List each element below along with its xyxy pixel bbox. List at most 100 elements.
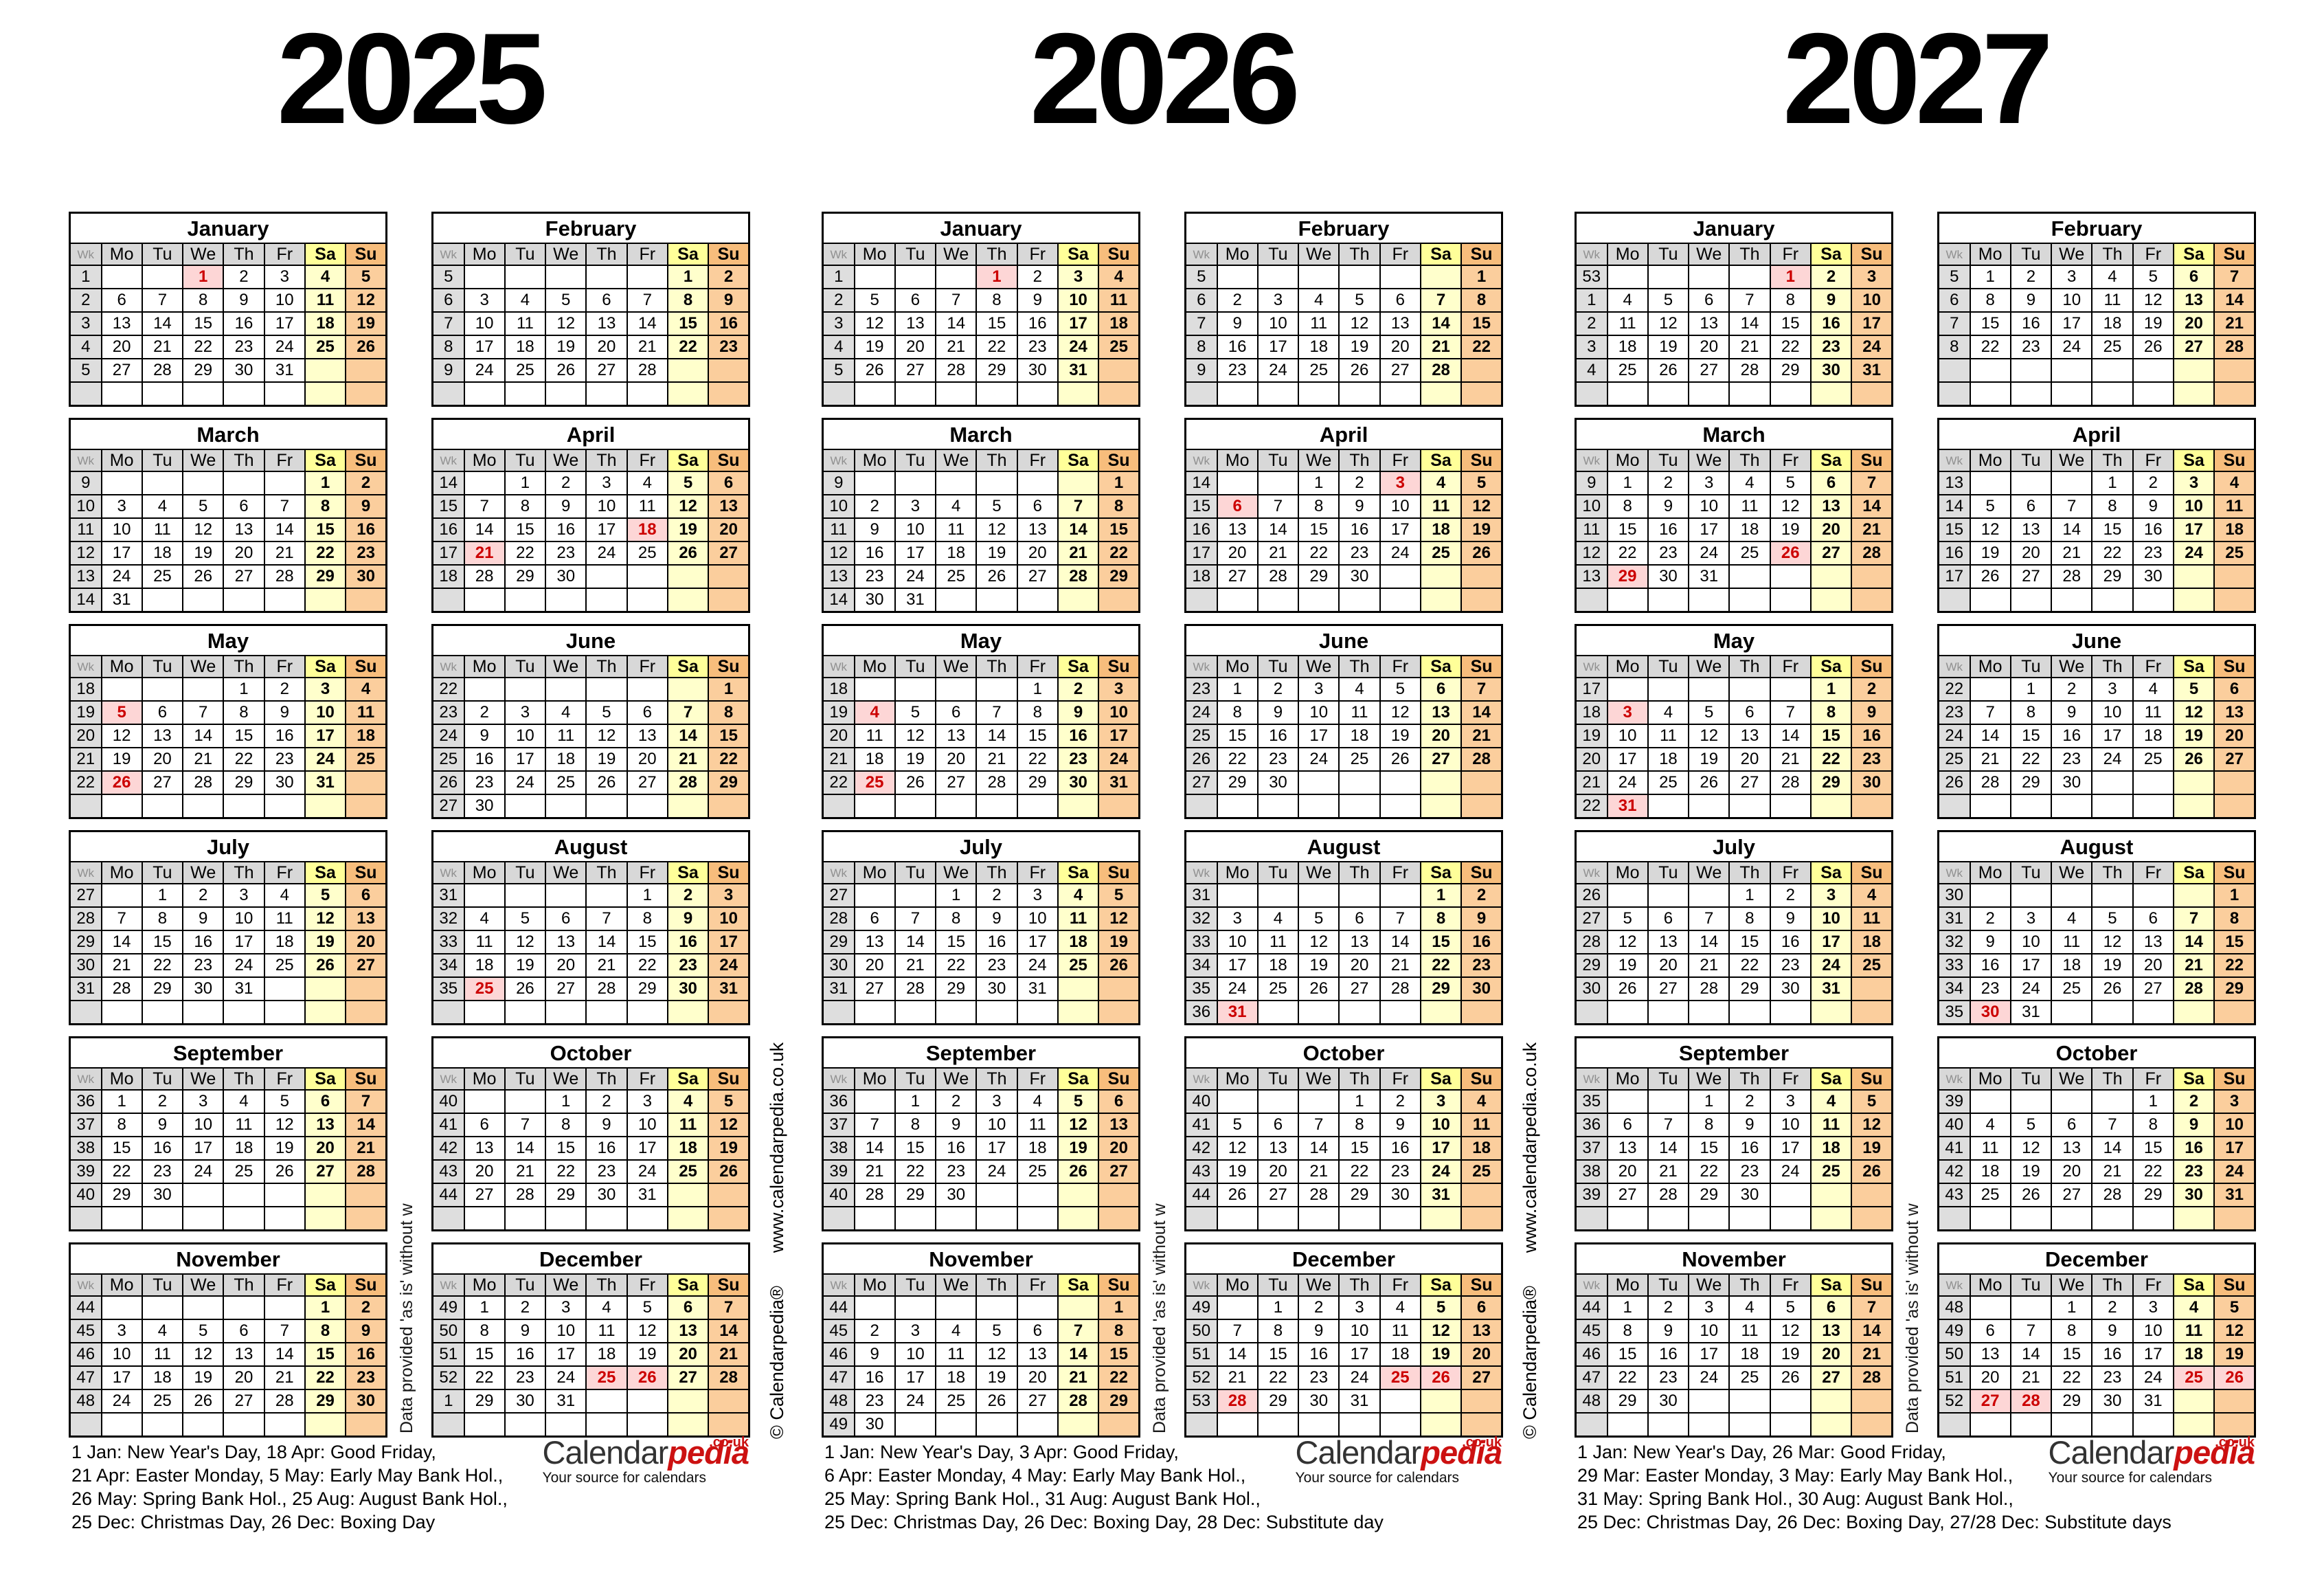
empty-day-cell — [2051, 588, 2093, 613]
empty-day-cell — [182, 381, 225, 407]
month-may-2027: May Wk Mo Tu We Th Fr Sa Su 17 1 2 18 3 4 5 6 7 8 9 19 10 11 12… — [1575, 624, 1893, 819]
day-cell: 11 — [1460, 1113, 1503, 1137]
day-cell: 13 — [1098, 1113, 1140, 1137]
day-cell: 9 — [1851, 700, 1893, 725]
week-number-cell: 20 — [69, 724, 102, 748]
week-number-cell: 28 — [69, 906, 102, 931]
day-cell: 5 — [585, 700, 628, 725]
empty-day-cell — [1338, 1000, 1381, 1025]
empty-day-cell — [1769, 1206, 1812, 1231]
day-cell: 3 — [2132, 1295, 2174, 1320]
day-cell: 28 — [1460, 747, 1503, 772]
day-cell: 16 — [1379, 1136, 1421, 1161]
week-row: 20 11 12 13 14 15 16 17 — [822, 724, 1140, 748]
day-cell: 29 — [1769, 358, 1812, 383]
day-cell: 12 — [100, 724, 143, 748]
week-number-cell — [1937, 1412, 1971, 1438]
day-cell: 18 — [1647, 747, 1690, 772]
month-table: October Wk Mo Tu We Th Fr Sa Su 40 1 2 3 4 41 5 6 7 8 9 10 11… — [1184, 1036, 1503, 1231]
empty-day-cell — [1647, 1412, 1690, 1438]
empty-day-cell — [1851, 1000, 1893, 1025]
day-cell: 15 — [304, 517, 347, 542]
day-cell: 22 — [182, 335, 225, 359]
day-cell: 16 — [1647, 517, 1690, 542]
day-cell: 9 — [1016, 288, 1059, 313]
logo-main-text: Calendar — [2048, 1434, 2175, 1471]
empty-day-cell — [975, 1183, 1018, 1207]
day-cell: 29 — [100, 1183, 143, 1207]
week-row: 53 28 29 30 31 — [1184, 1389, 1503, 1414]
empty-day-cell — [666, 794, 710, 819]
empty-day-cell — [2172, 1206, 2215, 1231]
day-cell: 14 — [263, 1342, 306, 1367]
empty-day-cell — [1379, 381, 1421, 407]
day-cell: 5 — [1098, 883, 1140, 908]
empty-day-cell — [1460, 381, 1503, 407]
week-number-cell: 23 — [1184, 677, 1218, 702]
day-cell: 17 — [1419, 1136, 1463, 1161]
day-cell: 21 — [1057, 541, 1100, 566]
empty-day-cell — [1419, 1389, 1463, 1414]
empty-day-cell — [100, 1000, 143, 1025]
empty-day-cell — [1379, 588, 1421, 613]
week-row: 34 23 24 25 26 27 28 29 — [1937, 976, 2256, 1001]
empty-day-cell — [2132, 588, 2174, 613]
day-cell: 18 — [1969, 1159, 2011, 1184]
day-cell: 15 — [304, 1342, 347, 1367]
day-cell: 29 — [894, 1183, 937, 1207]
month-december-2026: December Wk Mo Tu We Th Fr Sa Su 49 1 2 3 4 5 6 50 7 8 9 10 1… — [1184, 1242, 1503, 1438]
empty-day-cell — [1216, 1089, 1259, 1114]
empty-day-cell — [1098, 381, 1140, 407]
day-cell: 7 — [1728, 288, 1771, 313]
week-number-cell: 4 — [822, 335, 855, 359]
day-cell: 26 — [1298, 976, 1340, 1001]
week-number-cell — [431, 381, 465, 407]
empty-day-cell — [1016, 1000, 1059, 1025]
weekday-header-fr: Fr — [1016, 1273, 1059, 1297]
day-cell: 29 — [1809, 770, 1853, 795]
day-cell: 16 — [1647, 1342, 1690, 1367]
year-title: 2026 — [1029, 6, 1300, 150]
empty-day-cell — [223, 588, 265, 613]
day-cell: 5 — [626, 1295, 668, 1320]
day-cell: 4 — [1256, 906, 1300, 931]
week-row — [1937, 358, 2256, 383]
week-number-cell: 27 — [1575, 906, 1608, 931]
empty-day-cell — [2091, 1412, 2134, 1438]
day-cell: 16 — [2091, 1342, 2134, 1367]
day-cell: 26 — [304, 953, 347, 978]
day-cell: 24 — [1057, 335, 1100, 359]
week-number-cell: 13 — [1575, 564, 1608, 589]
empty-day-cell — [853, 1206, 896, 1231]
week-row: 23 7 8 9 10 11 12 13 — [1937, 700, 2256, 725]
day-cell: 17 — [1688, 1342, 1730, 1367]
day-cell: 2 — [1057, 677, 1100, 702]
day-cell: 28 — [626, 358, 668, 383]
week-number-cell: 33 — [431, 930, 465, 954]
holiday-footnote-line: 25 Dec: Christmas Day, 26 Dec: Boxing Da… — [71, 1512, 436, 1532]
week-row: 35 24 25 26 27 28 29 30 — [1184, 976, 1503, 1001]
day-cell: 11 — [1969, 1136, 2011, 1161]
empty-day-cell — [345, 1183, 387, 1207]
week-row: 53 1 2 3 — [1575, 265, 1893, 289]
weekday-header-th: Th — [1338, 449, 1381, 472]
weekday-header-fr: Fr — [2132, 449, 2174, 472]
empty-day-cell — [626, 381, 668, 407]
day-cell: 25 — [1809, 1159, 1853, 1184]
holiday-day-cell: 1 — [1769, 265, 1812, 289]
week-number-cell: 30 — [822, 953, 855, 978]
day-cell: 25 — [545, 770, 587, 795]
day-cell: 19 — [182, 541, 225, 566]
day-cell: 30 — [1338, 564, 1381, 589]
month-march-2026: March Wk Mo Tu We Th Fr Sa Su 9 1 10 2 3 4 5 6 7 8 11 9 10 11 1… — [822, 418, 1140, 613]
day-cell: 7 — [2051, 494, 2093, 519]
week-row: 35 1 2 3 4 5 — [1575, 1089, 1893, 1114]
empty-day-cell — [1216, 471, 1259, 495]
day-cell: 24 — [182, 1159, 225, 1184]
day-cell: 12 — [2091, 930, 2134, 954]
month-title: November — [1575, 1242, 1893, 1275]
empty-day-cell — [463, 471, 506, 495]
day-cell: 26 — [1647, 358, 1690, 383]
weekday-header-mo: Mo — [1606, 861, 1649, 884]
